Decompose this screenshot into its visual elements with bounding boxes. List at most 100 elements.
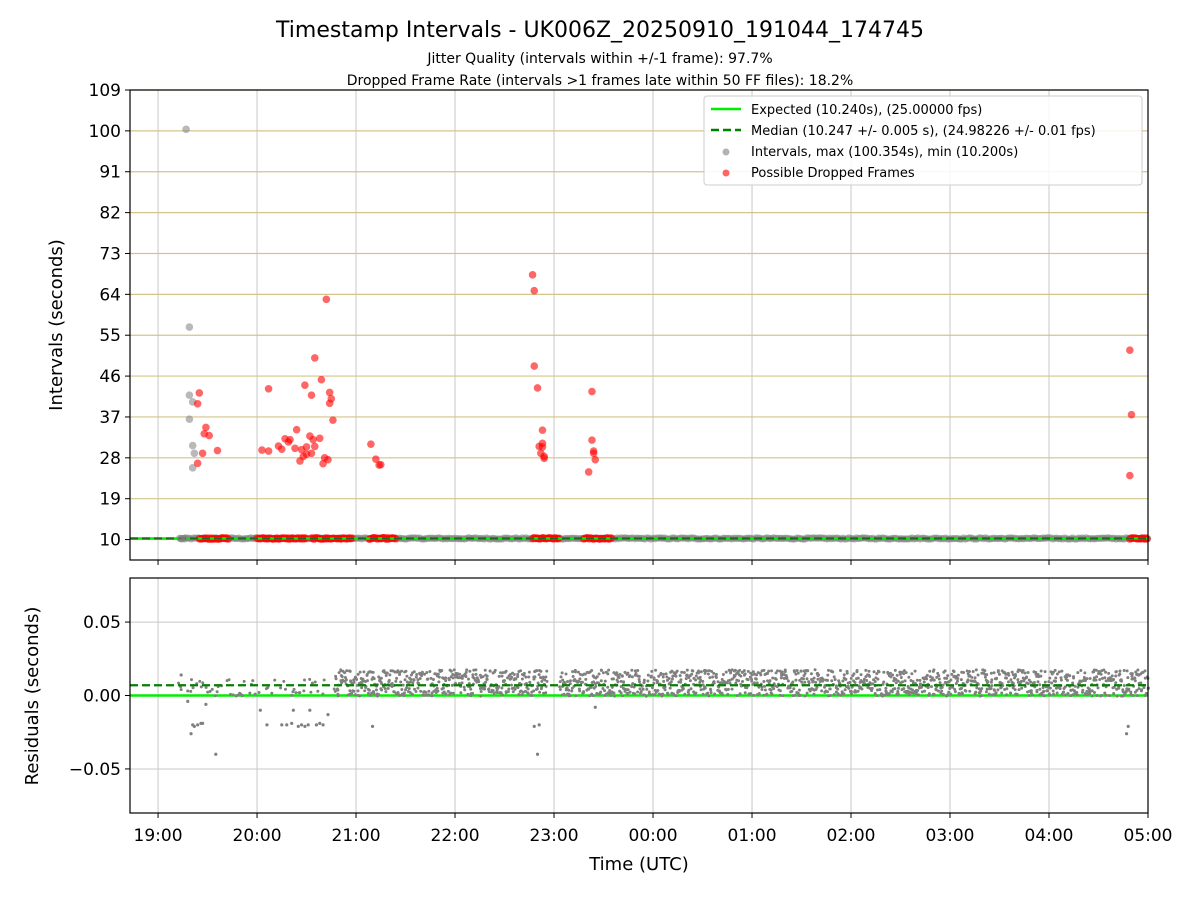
residual-point	[740, 679, 744, 683]
residual-point	[762, 693, 766, 697]
residual-point	[471, 673, 475, 677]
intervals-data	[130, 125, 1152, 543]
residual-point	[951, 685, 955, 689]
residual-point	[242, 679, 246, 683]
residual-point	[1081, 688, 1085, 692]
residual-point	[1090, 689, 1094, 693]
residual-point	[336, 694, 340, 698]
residual-point	[430, 691, 434, 695]
residual-point	[1135, 694, 1139, 698]
residual-point	[1076, 685, 1080, 689]
residual-point	[299, 723, 304, 727]
residual-point	[1020, 686, 1024, 690]
dropped-frame-point	[292, 425, 301, 434]
residual-point	[990, 678, 994, 682]
residual-point	[682, 671, 686, 675]
residual-point	[780, 673, 784, 677]
residual-point	[1092, 676, 1096, 680]
residual-point	[990, 693, 994, 697]
dropped-frame-point	[205, 431, 213, 440]
residual-point	[826, 668, 830, 672]
residual-point	[878, 688, 882, 692]
residual-point	[1053, 668, 1057, 672]
residual-point	[633, 692, 637, 696]
residual-point	[959, 678, 963, 682]
residual-point	[769, 688, 773, 692]
residual-point	[1083, 693, 1087, 697]
residual-point	[989, 671, 993, 675]
residual-point	[830, 679, 834, 683]
residual-point	[599, 690, 603, 694]
residual-point	[451, 676, 455, 680]
residual-point	[440, 668, 444, 672]
residual-point	[670, 669, 674, 673]
residual-point	[655, 679, 659, 683]
residual-point	[358, 694, 362, 698]
dropped-frame-point	[198, 449, 207, 458]
residual-point	[698, 680, 702, 684]
residual-point	[966, 678, 970, 682]
residual-point	[936, 671, 940, 675]
residual-point	[464, 670, 468, 674]
interval-point	[188, 441, 197, 450]
residual-point	[606, 685, 610, 689]
residual-point	[836, 693, 840, 697]
residual-point	[303, 724, 307, 728]
residual-point	[772, 687, 776, 691]
residual-point	[910, 672, 914, 676]
residual-point	[949, 678, 953, 682]
residual-point	[186, 699, 190, 703]
residual-point	[1131, 694, 1135, 698]
residual-point	[1073, 684, 1077, 688]
residual-point	[408, 680, 412, 684]
residual-point	[1092, 690, 1096, 694]
residual-point	[398, 673, 402, 677]
residual-point	[460, 676, 464, 680]
residual-point	[936, 689, 940, 693]
chart-title: Timestamp Intervals - UK006Z_20250910_19…	[275, 18, 924, 43]
residual-point	[1059, 676, 1063, 680]
residual-point	[516, 672, 520, 676]
residual-point	[838, 668, 842, 672]
residual-point	[1052, 692, 1056, 696]
residual-point	[893, 668, 897, 672]
residual-point	[401, 683, 405, 687]
residual-point	[265, 723, 269, 727]
residual-point	[1104, 670, 1108, 674]
residual-point	[1112, 692, 1116, 696]
residual-point	[318, 721, 322, 726]
residual-point	[697, 669, 701, 673]
residual-point	[404, 669, 408, 673]
residual-point	[840, 690, 844, 694]
dropped-frame-point	[307, 449, 316, 458]
intervals-y-tick-label: 73	[99, 244, 121, 264]
residual-point	[662, 672, 666, 676]
residual-point	[177, 681, 181, 685]
residual-point	[594, 684, 598, 688]
residual-point	[522, 673, 526, 677]
residual-point	[313, 680, 317, 684]
residual-point	[701, 679, 705, 683]
residual-point	[435, 686, 439, 690]
residual-point	[466, 692, 470, 696]
residual-point	[606, 672, 610, 676]
residual-point	[749, 692, 753, 696]
residual-point	[828, 694, 832, 698]
residual-point	[694, 678, 698, 682]
residual-point	[384, 674, 388, 678]
dropped-frame-point	[591, 455, 600, 464]
residual-point	[728, 681, 732, 685]
residual-point	[354, 677, 358, 681]
residual-point	[1114, 681, 1118, 685]
x-tick-label: 20:00	[233, 826, 282, 846]
residual-point	[664, 672, 668, 676]
residual-point	[619, 684, 623, 688]
residual-point	[752, 693, 756, 697]
x-tick-label: 22:00	[431, 826, 480, 846]
residual-point	[953, 690, 957, 694]
residual-point	[294, 691, 298, 695]
residual-point	[418, 676, 422, 680]
residual-point	[491, 689, 495, 693]
residual-point	[997, 672, 1001, 676]
legend-intervals-swatch	[722, 148, 730, 156]
